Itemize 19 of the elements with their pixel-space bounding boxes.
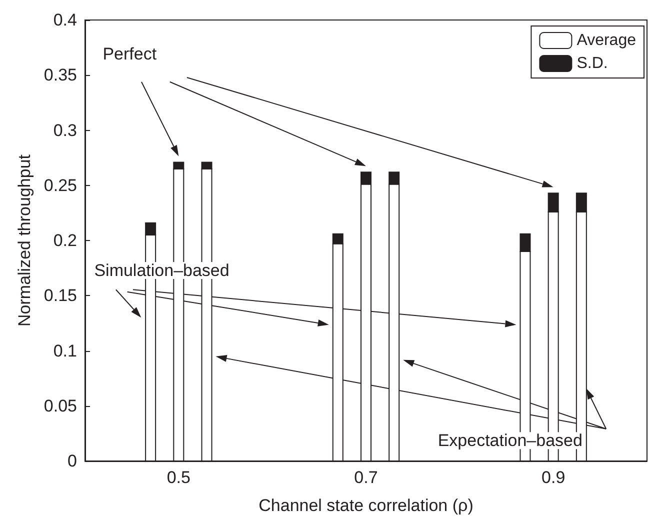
y-tick-label: 0.05 (44, 396, 77, 416)
x-tick-label: 0.5 (166, 468, 190, 487)
y-tick-label: 0.4 (53, 10, 77, 30)
y-tick-label: 0.25 (44, 176, 77, 195)
y-tick-label: 0 (68, 452, 77, 470)
y-tick-label: 0.1 (53, 341, 77, 360)
x-axis-title: Channel state correlation (ρ) (258, 496, 474, 515)
y-tick-label: 0.35 (44, 66, 77, 85)
y-axis-title: Normalized throughput (15, 154, 34, 326)
legend-label: S.D. (576, 55, 608, 72)
annotation: Expectation–based (438, 431, 582, 450)
annotation: Simulation–based (94, 260, 230, 280)
x-tick-label: 0.9 (542, 468, 566, 487)
y-tick-label: 0.15 (44, 286, 77, 306)
y-tick-label: 0.3 (53, 120, 77, 140)
annotation: Perfect (102, 44, 157, 64)
x-tick-label: 0.7 (354, 468, 378, 487)
y-tick-label: 0.2 (53, 231, 77, 250)
legend-label: Average (576, 32, 636, 49)
